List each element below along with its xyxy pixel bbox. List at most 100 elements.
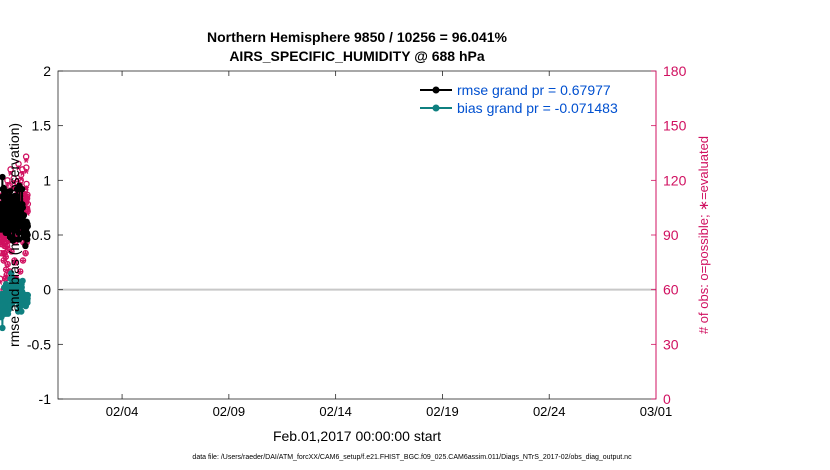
x-tick-label: 03/01 — [640, 404, 673, 419]
possible-obs-marker — [8, 248, 15, 255]
evaluated-obs-marker: * — [1, 235, 7, 250]
bias-point — [19, 277, 26, 285]
y-tick-label-left: 1.5 — [32, 118, 52, 134]
y-tick-label-left: 0 — [43, 282, 51, 298]
possible-obs-marker — [12, 259, 19, 266]
evaluated-obs-marker: * — [12, 255, 18, 270]
y-tick-label-left: -1 — [39, 391, 52, 407]
y-tick-label-left: 0.5 — [32, 227, 52, 243]
evaluated-obs-marker: * — [0, 239, 5, 254]
legend-box — [417, 78, 647, 118]
y-axis-label-left: rmse and bias (model - observation) — [6, 123, 22, 347]
evaluated-obs-marker: * — [18, 266, 24, 281]
evaluated-obs-marker: * — [1, 233, 7, 248]
legend-bias-label: bias grand pr = -0.071483 — [457, 100, 618, 116]
y-tick-label-left: 2 — [43, 63, 51, 79]
possible-obs-marker — [2, 253, 10, 261]
legend: rmse grand pr = 0.67977 bias grand pr = … — [417, 78, 647, 118]
y-tick-label-right: 30 — [663, 336, 679, 352]
possible-obs-marker — [22, 153, 30, 160]
evaluated-obs-marker: * — [2, 248, 8, 263]
evaluated-obs-marker: * — [22, 195, 28, 210]
evaluated-obs-marker: * — [13, 237, 19, 252]
y-tick-label-left: -0.5 — [27, 336, 51, 352]
evaluated-obs-marker: * — [0, 232, 4, 247]
x-tick-label: 02/14 — [319, 404, 352, 419]
evaluated-obs-marker: * — [25, 202, 31, 217]
evaluated-obs-marker: * — [25, 206, 31, 221]
legend-rmse-marker — [432, 86, 440, 94]
y-tick-label-right: 150 — [663, 118, 687, 134]
rmse-point — [0, 173, 6, 181]
rmse-point — [18, 185, 26, 193]
evaluated-obs-marker: * — [5, 179, 11, 194]
evaluated-obs-marker: * — [4, 270, 10, 285]
evaluated-obs-marker: * — [25, 197, 31, 212]
evaluated-obs-marker: * — [0, 228, 6, 243]
y-tick-label-right: 60 — [663, 282, 679, 298]
x-tick-label: 02/19 — [426, 404, 459, 419]
legend-bias-marker — [432, 104, 440, 112]
evaluated-obs-marker: * — [0, 230, 4, 245]
evaluated-obs-marker: * — [0, 230, 5, 245]
bias-point — [18, 308, 25, 315]
x-tick-label: 02/09 — [213, 404, 246, 419]
possible-obs-marker — [10, 175, 17, 182]
chart-title-line1: Northern Hemisphere 9850 / 10256 = 96.04… — [207, 29, 508, 45]
bias-point — [24, 291, 31, 299]
evaluated-obs-marker: * — [8, 168, 14, 183]
y-tick-label-right: 120 — [663, 172, 687, 188]
rmse-point — [20, 212, 28, 219]
evaluated-obs-marker: * — [9, 246, 15, 261]
evaluated-obs-marker: * — [6, 235, 12, 250]
y-tick-label-right: 90 — [663, 227, 679, 243]
data-layer: ****************************************… — [0, 153, 31, 332]
evaluated-obs-marker: * — [25, 192, 31, 207]
evaluated-obs-marker: * — [5, 259, 11, 274]
evaluated-obs-marker: * — [24, 155, 30, 170]
evaluated-obs-marker: * — [13, 257, 19, 272]
evaluated-obs-marker: * — [22, 188, 28, 203]
y-tick-label-right: 0 — [663, 391, 671, 407]
evaluated-obs-marker: * — [4, 264, 10, 279]
plot-area — [57, 70, 657, 400]
possible-obs-marker — [22, 249, 29, 257]
evaluated-obs-marker: * — [17, 223, 23, 238]
possible-obs-marker — [4, 260, 11, 268]
evaluated-obs-marker: * — [24, 182, 30, 197]
y-axis-label-right: # of obs: o=possible; ∗=evaluated — [696, 136, 711, 334]
rmse-point — [24, 223, 31, 230]
x-tick-label: 02/04 — [106, 404, 139, 419]
bias-point — [0, 324, 6, 332]
evaluated-obs-marker: * — [5, 241, 11, 256]
evaluated-obs-marker: * — [11, 177, 17, 192]
legend-rmse-label: rmse grand pr = 0.67977 — [457, 82, 611, 98]
evaluated-obs-marker: * — [2, 230, 8, 245]
x-tick-label: 02/24 — [533, 404, 566, 419]
evaluated-obs-marker: * — [25, 208, 31, 223]
rmse-point — [22, 242, 29, 250]
possible-obs-marker — [16, 268, 24, 275]
evaluated-obs-marker: * — [24, 195, 30, 210]
evaluated-obs-marker: * — [0, 226, 5, 241]
possible-obs-marker — [4, 177, 11, 184]
evaluated-obs-marker: * — [5, 244, 11, 259]
chart-title-line2: AIRS_SPECIFIC_HUMIDITY @ 688 hPa — [229, 48, 485, 64]
evaluated-obs-marker: * — [2, 239, 8, 254]
possible-obs-marker — [24, 208, 31, 215]
evaluated-obs-marker: * — [23, 248, 29, 263]
evaluated-obs-marker: * — [18, 186, 24, 201]
rmse-point — [15, 236, 23, 243]
rmse-point — [11, 236, 18, 243]
evaluated-obs-marker: * — [23, 188, 29, 203]
evaluated-obs-marker: * — [0, 248, 5, 263]
evaluated-obs-marker: * — [3, 252, 9, 267]
possible-obs-marker — [24, 191, 31, 199]
rmse-point — [15, 229, 22, 237]
evaluated-obs-marker: * — [2, 237, 8, 252]
x-axis-label: Feb.01,2017 00:00:00 start — [273, 428, 441, 444]
bias-point — [8, 270, 15, 277]
evaluated-obs-marker: * — [23, 199, 29, 214]
evaluated-obs-marker: * — [0, 237, 4, 252]
